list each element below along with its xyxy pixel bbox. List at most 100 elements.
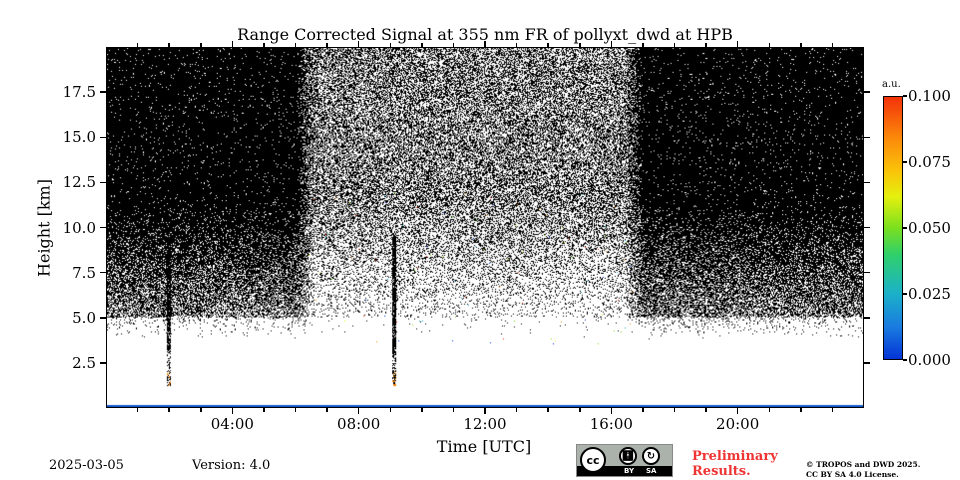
y-tick-mark [100,91,106,93]
x-minor-tick-mark [389,43,391,47]
x-minor-tick-mark [421,43,423,47]
x-tick-label: 12:00 [463,415,507,433]
colorbar-tick-mark [903,293,907,295]
y-axis-label: Height [km] [34,179,54,277]
x-minor-tick-mark [800,43,802,47]
x-minor-tick-mark [705,43,707,47]
y-tick-mark [100,136,106,138]
badge-by-label: BY [624,467,635,475]
x-minor-tick-mark [705,408,707,412]
x-minor-tick-mark [642,43,644,47]
date-label: 2025-03-05 [49,458,124,473]
x-minor-tick-mark [547,408,549,412]
x-major-tick-mark [231,41,234,47]
copyright-notice: © TROPOS and DWD 2025. CC BY SA 4.0 Lice… [806,460,920,480]
range-corrected-signal-heatmap [107,48,863,407]
x-tick-label: 04:00 [210,415,254,433]
x-minor-tick-mark [800,408,802,412]
x-minor-tick-mark [294,408,297,412]
x-minor-tick-mark [768,43,770,47]
y-tick-mark [864,136,870,138]
colorbar [883,96,903,360]
y-tick-label: 10.0 [62,218,96,237]
x-major-tick-mark [736,41,739,47]
colorbar-tick-mark [903,359,907,361]
x-minor-tick-mark [515,408,518,412]
y-tick-mark [100,181,106,184]
colorbar-tick-label: 0.100 [908,87,951,105]
x-major-tick-mark [610,41,613,47]
colorbar-tick-mark [903,227,907,229]
x-minor-tick-mark [136,408,139,412]
x-minor-tick-mark [168,43,170,47]
x-minor-tick-mark [642,408,644,412]
x-minor-tick-mark [389,408,391,412]
y-tick-mark [100,362,106,364]
y-tick-label: 7.5 [72,263,96,282]
x-tick-label: 20:00 [716,415,760,433]
x-minor-tick-mark [263,43,265,47]
y-tick-mark [864,362,870,364]
sa-share-alike-icon: ↻ [642,447,660,465]
x-minor-tick-mark [831,43,834,47]
x-minor-tick-mark [831,408,834,412]
x-minor-tick-mark [326,43,328,47]
colorbar-tick-mark [903,161,907,163]
y-tick-mark [864,91,870,93]
colorbar-tick-label: 0.050 [908,219,951,237]
badge-strip [577,466,672,476]
x-minor-tick-mark [263,408,265,412]
version-label: Version: 4.0 [192,458,271,473]
x-minor-tick-mark [515,43,518,47]
x-major-tick-mark [357,408,360,414]
y-tick-mark [864,181,870,184]
copyright-line-2: CC BY SA 4.0 License. [806,470,899,479]
by-person-icon: 🚹︎ [619,447,637,465]
x-minor-tick-mark [452,408,455,412]
x-minor-tick-mark [673,43,676,47]
x-minor-tick-mark [294,43,297,47]
colorbar-tick-label: 0.000 [908,351,951,369]
cc-by-sa-license-badge[interactable]: cc 🚹︎ ↻ BY SA [576,444,673,477]
cc-icon: cc [580,447,606,473]
x-minor-tick-mark [673,408,676,412]
y-tick-mark [864,226,870,229]
y-tick-label: 15.0 [62,128,96,147]
colorbar-unit: a.u. [882,79,901,90]
y-tick-label: 2.5 [72,353,96,372]
colorbar-tick-label: 0.025 [908,285,951,303]
chart-title: Range Corrected Signal at 355 nm FR of p… [237,25,733,44]
x-minor-tick-mark [136,43,139,47]
copyright-line-1: © TROPOS and DWD 2025. [806,460,921,469]
x-major-tick-mark [484,408,486,414]
x-minor-tick-mark [579,43,581,47]
x-minor-tick-mark [168,408,170,412]
x-major-tick-mark [231,408,234,414]
x-tick-label: 16:00 [589,415,633,433]
preliminary-results-notice: Preliminary Results. [692,449,778,479]
x-minor-tick-mark [326,408,328,412]
colorbar-tick-mark [903,95,907,97]
x-axis-label: Time [UTC] [436,437,532,456]
preliminary-line-2: Results. [692,464,751,479]
x-major-tick-mark [736,408,739,414]
x-major-tick-mark [610,408,613,414]
x-major-tick-mark [484,41,486,47]
x-minor-tick-mark [768,408,770,412]
x-minor-tick-mark [452,43,455,47]
plot-area [106,47,864,408]
y-tick-label: 12.5 [62,173,96,192]
x-minor-tick-mark [579,408,581,412]
x-minor-tick-mark [547,43,549,47]
colorbar-tick-label: 0.075 [908,153,951,171]
y-tick-mark [100,271,106,274]
y-tick-label: 17.5 [62,83,96,102]
y-tick-mark [100,226,106,229]
preliminary-line-1: Preliminary [692,449,778,464]
y-tick-label: 5.0 [72,308,96,327]
badge-sa-label: SA [646,467,657,475]
x-minor-tick-mark [200,43,202,47]
x-major-tick-mark [357,41,360,47]
x-tick-label: 08:00 [337,415,381,433]
y-tick-mark [864,271,870,274]
